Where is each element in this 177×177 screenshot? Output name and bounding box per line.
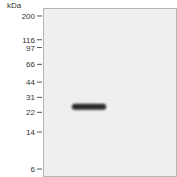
axis-label: kDa [7, 1, 22, 10]
tick-mark [37, 112, 42, 113]
tick-mark [37, 132, 42, 133]
membrane [44, 9, 177, 177]
bands [72, 104, 106, 110]
tick-label: 14 [26, 128, 35, 137]
tick-label: 97 [26, 44, 35, 53]
tick-label: 200 [22, 12, 36, 21]
tick-mark [37, 64, 42, 65]
tick-label: 31 [26, 93, 35, 102]
tick-label: 44 [26, 78, 35, 87]
tick-mark [37, 169, 42, 170]
blot-figure: kDa2001169766443122146 [0, 0, 177, 177]
tick-mark [37, 15, 42, 16]
tick-mark [37, 47, 42, 48]
tick-mark [37, 97, 42, 98]
tick-label: 6 [31, 165, 36, 174]
tick-label: 22 [26, 108, 35, 117]
tick-label: 66 [26, 60, 35, 69]
tick-mark [37, 82, 42, 83]
tick-mark [37, 39, 42, 40]
band [72, 104, 106, 110]
